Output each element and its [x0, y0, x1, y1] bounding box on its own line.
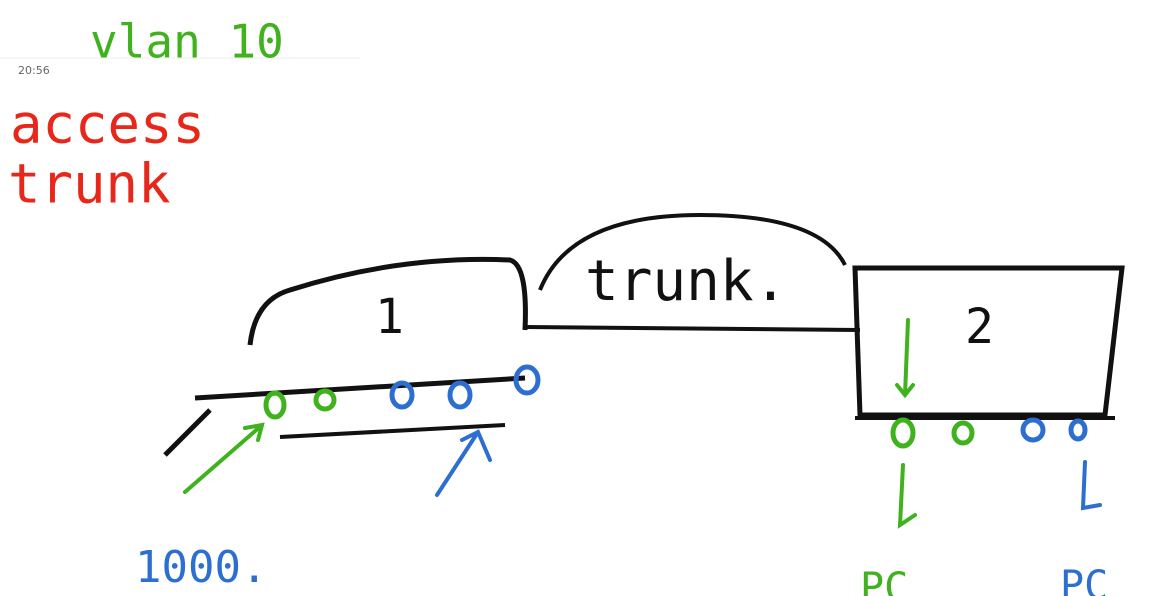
port	[263, 390, 287, 420]
timestamp: 20:56	[18, 64, 50, 77]
trunk-note: trunk	[8, 153, 171, 216]
port	[890, 417, 916, 449]
switch-outline	[852, 265, 1125, 418]
port	[447, 380, 473, 410]
arrow	[538, 212, 847, 291]
vlan-note: vlan 10	[90, 15, 284, 69]
port	[1020, 417, 1046, 443]
switch-label: 2	[965, 299, 994, 355]
port	[951, 420, 975, 446]
switch-outline	[247, 256, 528, 346]
arrow	[183, 422, 265, 494]
port	[513, 364, 541, 396]
arrow	[1080, 460, 1102, 511]
arrows	[183, 318, 1102, 529]
pc-label: PC	[1060, 563, 1108, 596]
arrow	[435, 429, 492, 497]
port	[389, 380, 415, 410]
link	[524, 325, 861, 332]
stroke	[163, 408, 212, 457]
pc-label: PC	[860, 565, 908, 596]
stroke	[279, 423, 506, 439]
port	[1068, 418, 1088, 442]
vlan-id-note: 1000.	[135, 542, 267, 593]
ports	[263, 364, 1088, 449]
port	[313, 388, 337, 412]
switch-base	[194, 375, 526, 401]
access-note: access	[10, 93, 205, 156]
switch-label: 1	[375, 289, 404, 345]
arrow	[895, 318, 915, 399]
link-label: trunk.	[585, 249, 787, 314]
arrow	[897, 463, 917, 529]
